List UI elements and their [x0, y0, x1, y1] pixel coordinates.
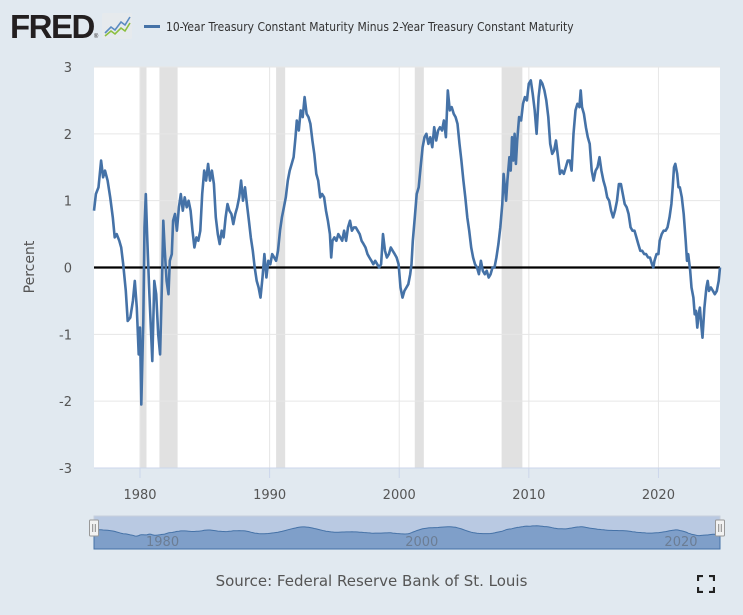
navigator[interactable]: 1980 2000 2020 — [89, 515, 725, 550]
series-line[interactable] — [92, 79, 722, 406]
legend-item[interactable]: 10-Year Treasury Constant Maturity Minus… — [144, 19, 640, 34]
y-tick-label: 3 — [64, 61, 72, 76]
fred-graph-icon — [102, 13, 133, 39]
navigator-handle-left[interactable] — [89, 519, 99, 537]
source-text: Source: Federal Reserve Bank of St. Loui… — [215, 572, 528, 590]
x-tick-label: 2020 — [642, 488, 675, 503]
legend-swatch — [144, 24, 161, 28]
chart-header: FRED ® 10-Year Treasury Constant Maturit… — [10, 8, 640, 44]
y-tick-label: -2 — [59, 395, 72, 410]
handle-body[interactable] — [715, 519, 725, 537]
x-tick-label: 2010 — [512, 488, 545, 503]
fred-logo[interactable]: FRED — [10, 7, 95, 45]
y-tick-label: 0 — [64, 262, 72, 277]
y-tick-label: -3 — [59, 462, 72, 477]
y-tick-label: 1 — [64, 195, 72, 210]
y-tick-label: -1 — [59, 328, 72, 343]
handle-body[interactable] — [89, 519, 99, 537]
fullscreen-icon[interactable] — [697, 575, 715, 593]
legend-label: 10-Year Treasury Constant Maturity Minus… — [166, 18, 574, 34]
navigator-label: 2020 — [664, 535, 697, 550]
navigator-handle-right[interactable] — [715, 519, 725, 537]
x-tick-label: 1980 — [123, 488, 156, 503]
navigator-series — [93, 525, 721, 550]
registered-mark: ® — [93, 34, 99, 40]
x-tick-label: 1990 — [253, 488, 286, 503]
x-tick-label: 2000 — [383, 488, 416, 503]
navigator-label: 2000 — [405, 535, 438, 550]
navigator-label: 1980 — [146, 535, 179, 550]
y-tick-label: 2 — [64, 128, 72, 143]
y-axis-label: Percent — [22, 240, 38, 293]
